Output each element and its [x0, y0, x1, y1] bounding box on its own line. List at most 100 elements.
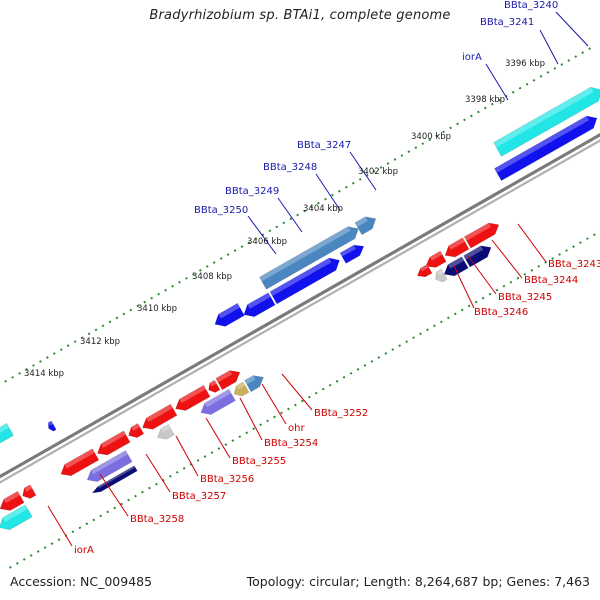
outer-tick-mark	[268, 229, 272, 233]
outer-tick-mark	[456, 122, 459, 126]
inner-tick-mark	[99, 514, 103, 518]
inner-tick-mark	[113, 506, 117, 510]
inner-tick-mark	[565, 249, 568, 252]
inner-tick-mark	[356, 367, 360, 371]
inner-tick-mark	[592, 233, 596, 237]
outer-tick-mark	[46, 356, 49, 359]
outer-tick-mark	[372, 170, 376, 173]
inner-tick-mark	[537, 265, 541, 268]
inner-tick-mark	[148, 486, 151, 490]
outer-tick-mark	[407, 150, 411, 153]
gene-arrow	[200, 388, 236, 415]
gene-label-reverse: iorA	[74, 545, 94, 556]
gene-arrow	[22, 484, 37, 499]
inner-tick-mark	[266, 419, 269, 423]
inner-tick-mark	[43, 546, 47, 549]
outer-tick-mark	[567, 59, 571, 62]
gene-arrow	[444, 237, 470, 258]
inner-tick-mark	[558, 253, 561, 256]
outer-tick-mark	[254, 237, 258, 241]
outer-tick-mark	[129, 308, 133, 312]
outer-tick-mark	[449, 126, 452, 130]
gene-arrow-highlight	[236, 381, 246, 390]
inner-tick-mark	[231, 439, 235, 443]
gene-arrow	[233, 381, 250, 397]
outer-tick-mark	[73, 340, 77, 344]
outer-tick-mark	[233, 249, 237, 252]
tick-label: 3398 kbp	[465, 95, 505, 105]
gene-arrow-highlight	[131, 423, 140, 431]
outer-tick-mark	[421, 142, 425, 146]
inner-tick-mark	[321, 387, 325, 391]
outer-tick-mark	[122, 312, 126, 316]
gene-arrow	[493, 86, 600, 157]
outer-tick-mark	[393, 158, 397, 161]
inner-tick-mark	[516, 276, 520, 280]
gene-arrow-highlight	[204, 389, 232, 408]
inner-tick-mark	[314, 391, 318, 395]
leader-line	[175, 435, 199, 477]
outer-tick-mark	[553, 67, 557, 70]
inner-tick-mark	[419, 332, 422, 336]
outer-tick-mark	[379, 166, 383, 169]
accession-text: Accession: NC_009485	[10, 574, 153, 589]
outer-tick-mark	[497, 98, 501, 102]
leader-line	[453, 265, 475, 309]
inner-tick-mark	[134, 494, 137, 498]
gene-arrow-highlight	[420, 264, 429, 272]
inner-tick-mark	[36, 550, 40, 553]
gene-arrow	[493, 115, 598, 182]
outer-tick-mark	[261, 233, 265, 237]
gene-arrow	[60, 448, 100, 477]
inner-tick-mark	[426, 328, 429, 332]
gene-arrow-highlight	[436, 269, 444, 276]
gene-arrow	[463, 222, 500, 249]
outer-tick-mark	[59, 348, 63, 351]
inner-tick-mark	[71, 530, 75, 534]
gene-arrow-highlight	[24, 484, 33, 492]
inner-tick-mark	[141, 490, 144, 494]
outer-tick-mark	[136, 304, 140, 308]
gene-label-forward: BBta_3247	[297, 140, 351, 151]
inner-tick-mark	[168, 474, 172, 478]
inner-tick-mark	[92, 518, 96, 522]
tick-label: 3408 kbp	[192, 272, 232, 282]
gene-arrow-highlight	[97, 465, 136, 489]
outer-tick-mark	[219, 257, 223, 260]
outer-tick-mark	[150, 296, 154, 300]
inner-tick-mark	[22, 558, 26, 561]
outer-tick-mark	[32, 364, 35, 367]
outer-tick-mark	[157, 292, 160, 296]
outer-tick-mark	[101, 324, 105, 328]
inner-tick-mark	[412, 336, 415, 340]
outer-tick-mark	[192, 272, 195, 276]
gene-arrow-highlight	[0, 423, 9, 433]
gene-arrow	[0, 490, 25, 511]
gene-arrow	[91, 465, 138, 494]
inner-tick-mark	[224, 443, 228, 446]
gene-arrow-highlight	[160, 424, 171, 433]
gene-label-forward: BBta_3241	[480, 17, 534, 28]
inner-tick-mark	[586, 237, 589, 241]
inner-tick-mark	[509, 280, 513, 284]
gene-label-forward: BBta_3240	[504, 0, 558, 11]
tick-label: 3406 kbp	[247, 237, 287, 247]
leader-line	[467, 255, 497, 295]
genome-stats-text: Topology: circular; Length: 8,264,687 bp…	[246, 574, 590, 589]
gene-arrow	[208, 379, 221, 393]
inner-tick-mark	[106, 510, 110, 514]
outer-tick-mark	[282, 221, 286, 225]
gene-label-reverse: BBta_3252	[314, 408, 368, 419]
inner-tick-mark	[9, 565, 12, 569]
gene-label-forward: BBta_3248	[263, 162, 317, 173]
outer-tick-mark	[185, 276, 188, 280]
inner-tick-mark	[440, 320, 443, 324]
inner-tick-mark	[175, 470, 179, 474]
gene-arrow-highlight	[218, 303, 240, 319]
inner-tick-mark	[287, 407, 290, 411]
outer-tick-mark	[275, 225, 279, 229]
inner-tick-mark	[307, 395, 311, 399]
outer-tick-mark	[365, 173, 369, 177]
inner-tick-mark	[433, 324, 436, 328]
inner-tick-mark	[182, 466, 186, 470]
